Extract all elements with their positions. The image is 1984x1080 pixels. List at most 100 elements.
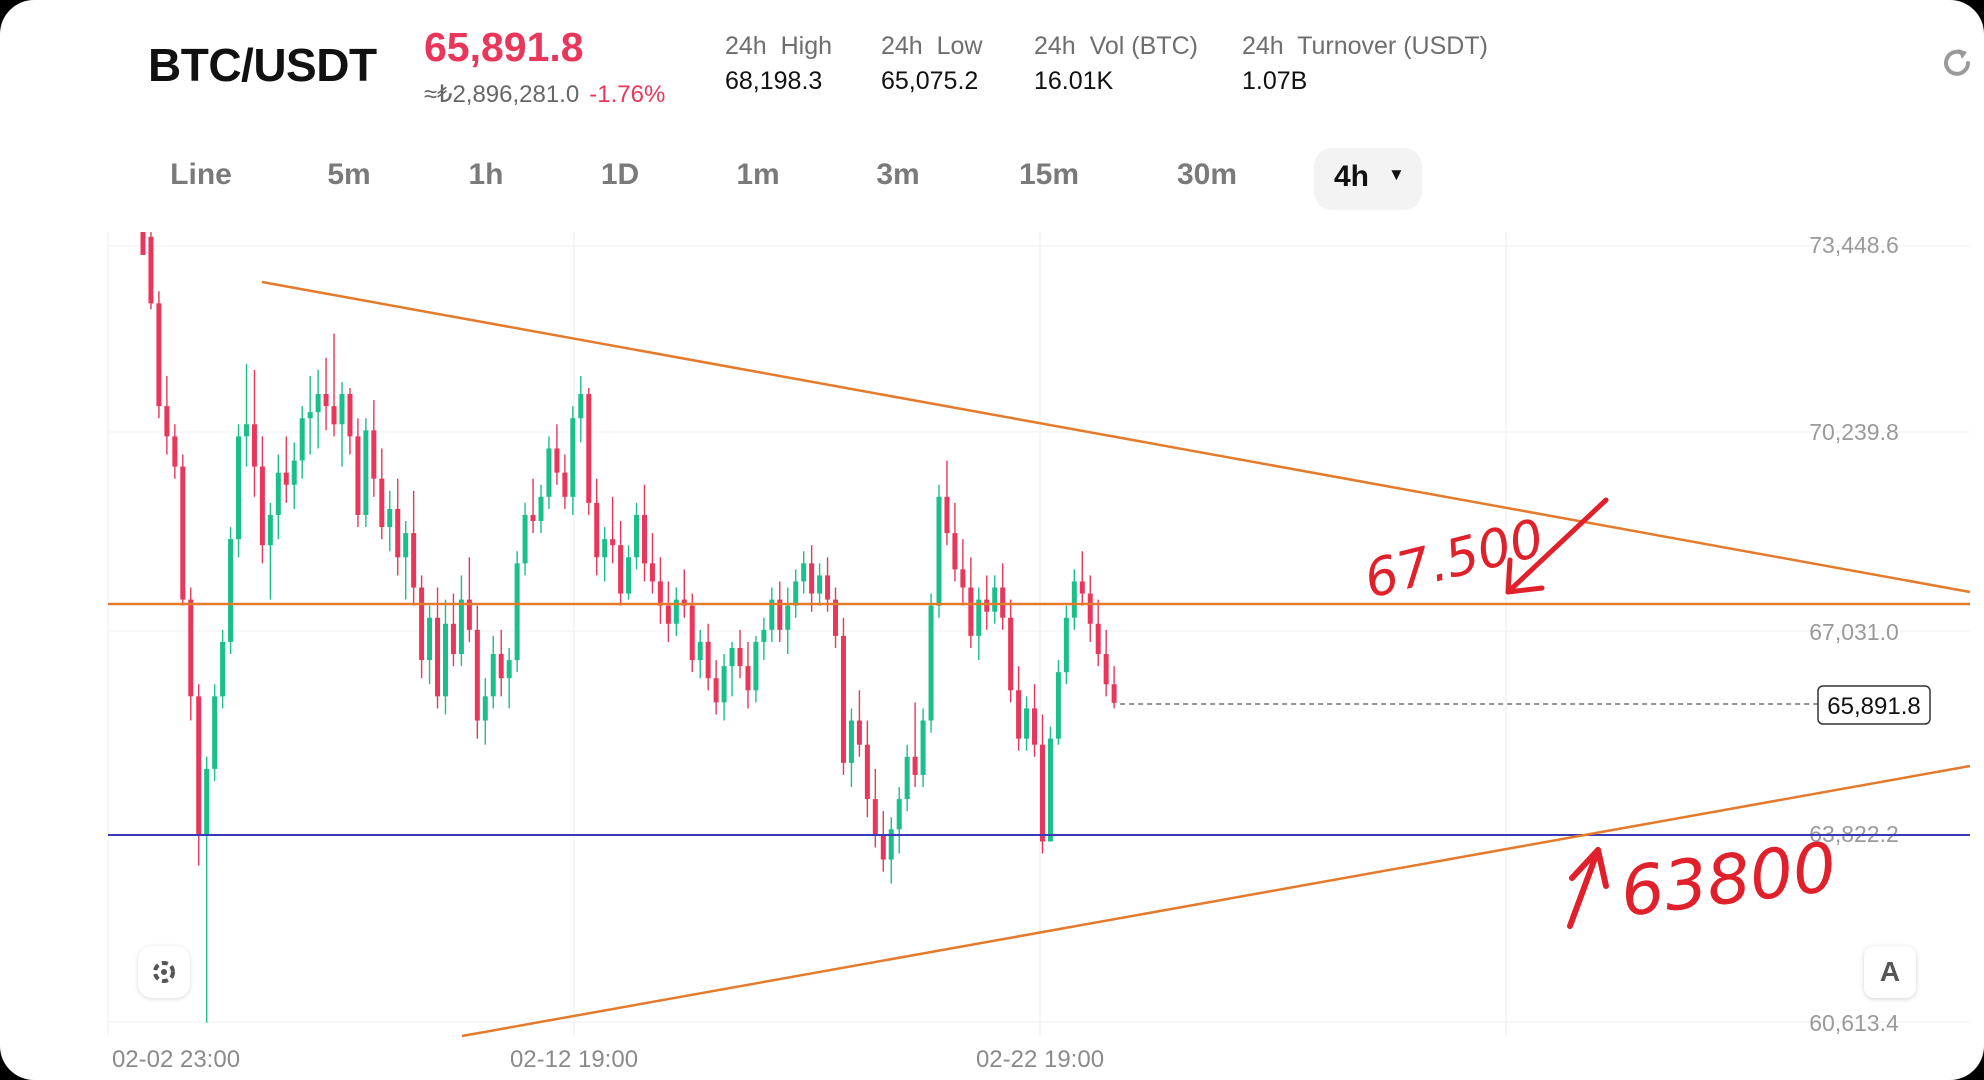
- candle-body: [450, 623, 456, 655]
- candle-body: [554, 448, 560, 473]
- candle-body: [442, 623, 448, 697]
- drawing-tools-button[interactable]: [138, 946, 190, 998]
- candle-body: [952, 533, 958, 570]
- candle-body: [339, 394, 345, 425]
- candle-body: [777, 599, 783, 630]
- candle-body: [538, 496, 544, 522]
- tab-4h[interactable]: 4h ▼: [1314, 148, 1422, 210]
- y-tick-label: 67,031.0: [1809, 619, 1899, 645]
- candle-body: [267, 514, 273, 546]
- candle-body: [649, 563, 655, 582]
- annotation-67500: 67.500: [1359, 508, 1550, 610]
- candles: [140, 232, 1117, 1023]
- tab-1m[interactable]: 1m: [736, 158, 780, 191]
- grid-horizontal: [108, 245, 1970, 1023]
- y-tick-label: 73,448.6: [1809, 232, 1899, 258]
- candle-body: [665, 605, 671, 624]
- candle-body: [641, 514, 647, 564]
- candle-body: [761, 629, 767, 642]
- candle-body: [1047, 738, 1053, 842]
- auto-scale-button[interactable]: A: [1864, 946, 1916, 998]
- candle-body: [466, 599, 472, 630]
- candle-body: [251, 424, 257, 467]
- last-price-tag-label: 65,891.8: [1827, 693, 1920, 720]
- y-tick-label: 60,613.4: [1809, 1010, 1899, 1036]
- candle-body: [801, 563, 807, 582]
- candle-body: [936, 496, 942, 606]
- tab-30m[interactable]: 30m: [1176, 158, 1238, 191]
- tab-5m[interactable]: 5m: [327, 158, 371, 191]
- stat-low-label: 24h Low: [881, 32, 983, 60]
- candle-body: [387, 508, 393, 528]
- candle-body: [912, 756, 918, 775]
- pair-symbol: BTC/USDT: [148, 39, 377, 91]
- candle-body: [323, 394, 329, 407]
- stat-turnover-label: 24h Turnover (USDT): [1242, 32, 1488, 60]
- candle-body: [976, 599, 982, 636]
- candle-body: [562, 472, 568, 497]
- candle-body: [602, 539, 608, 558]
- candle-body: [1008, 617, 1014, 691]
- candle-body: [530, 514, 536, 522]
- candle-body: [570, 418, 576, 497]
- x-tick-label: 02-22 19:00: [976, 1046, 1104, 1073]
- candle-body: [626, 557, 632, 594]
- candle-body: [681, 599, 687, 606]
- candle-body: [1095, 623, 1101, 655]
- tab-3m[interactable]: 3m: [876, 158, 920, 191]
- arrow-up-icon: [1567, 847, 1609, 929]
- stat-high-label: 24h High: [725, 32, 833, 60]
- candle-body: [968, 587, 974, 636]
- candle-body: [705, 641, 711, 679]
- fiat-price: ≈₺2,896,281.0 -1.76%: [424, 80, 665, 109]
- stat-vol-value: 16.01K: [1034, 67, 1114, 95]
- candle-body: [148, 236, 154, 304]
- candle-body: [291, 460, 297, 485]
- candle-body: [355, 436, 361, 515]
- upper-trendline: [261, 280, 1971, 594]
- candle-body: [474, 629, 480, 721]
- candle-body: [1000, 587, 1006, 618]
- candle-body: [1063, 617, 1069, 673]
- tab-15m[interactable]: 15m: [1018, 158, 1080, 191]
- last-price: 65,891.8: [424, 24, 584, 70]
- candle-body: [745, 666, 751, 691]
- candle-body: [363, 430, 369, 515]
- candle-body: [610, 539, 616, 546]
- candle-body: [856, 720, 862, 745]
- candle-body: [331, 406, 337, 425]
- candle-body: [283, 472, 289, 485]
- candle-body: [888, 829, 894, 860]
- candle-body: [904, 756, 910, 800]
- refresh-icon[interactable]: [1940, 46, 1974, 80]
- candle-body: [196, 696, 202, 836]
- y-tick-label: 70,239.8: [1809, 419, 1899, 445]
- candle-body: [737, 647, 743, 667]
- candle-body: [713, 678, 719, 703]
- last-price-tag: [1817, 685, 1931, 725]
- candle-body: [896, 799, 902, 830]
- candle-body: [753, 641, 759, 691]
- candle-body: [347, 394, 353, 437]
- candle-body: [403, 533, 409, 558]
- candle-body: [1032, 708, 1038, 745]
- candle-body: [1055, 672, 1061, 739]
- lower-trendline: [461, 764, 1971, 1038]
- candle-body: [721, 666, 727, 703]
- price-change: -1.76%: [589, 81, 666, 108]
- candle-body: [1103, 654, 1109, 685]
- candle-body: [992, 587, 998, 612]
- candle-body: [435, 617, 441, 697]
- candle-body: [1016, 690, 1022, 739]
- candle-body: [411, 533, 417, 588]
- candle-body: [514, 563, 520, 661]
- candle-body: [228, 539, 234, 642]
- tab-1d[interactable]: 1D: [600, 158, 640, 191]
- tab-line[interactable]: Line: [170, 158, 232, 191]
- candle-body: [833, 599, 839, 636]
- candle-body: [1039, 744, 1045, 842]
- stat-low-value: 65,075.2: [881, 67, 979, 95]
- candle-body: [817, 575, 823, 594]
- tab-1h[interactable]: 1h: [468, 158, 504, 191]
